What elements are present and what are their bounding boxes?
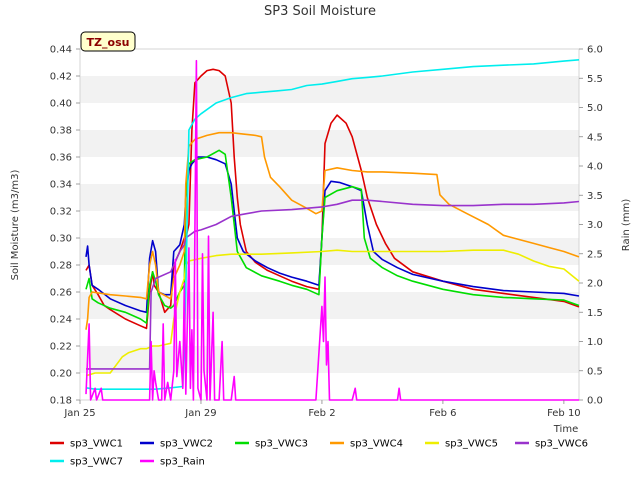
y2-tick-label: 6.0	[587, 45, 603, 56]
site-badge-label: TZ_osu	[87, 36, 130, 49]
series-line-sp3_VWC6	[86, 199, 580, 370]
legend-label-sp3_VWC3: sp3_VWC3	[255, 439, 308, 450]
legend-label-sp3_VWC7: sp3_VWC7	[70, 457, 123, 468]
y-axis-label: Soil Moisture (m3/m3)	[10, 170, 21, 281]
y2-tick-label: 5.0	[587, 103, 603, 114]
y2-tick-label: 3.5	[587, 191, 603, 202]
y2-tick-label: 2.0	[587, 279, 603, 290]
x-tick-label: Feb 10	[547, 408, 581, 419]
background-band	[80, 76, 579, 103]
y2-tick-label: 4.0	[587, 162, 603, 173]
series-line-sp3_VWC2	[85, 156, 580, 314]
legend-label-sp3_VWC2: sp3_VWC2	[160, 439, 213, 450]
y-tick-label: 0.40	[50, 99, 72, 110]
background-band	[80, 292, 579, 319]
y-tick-label: 0.44	[50, 45, 72, 56]
y-tick-label: 0.24	[50, 315, 72, 326]
x-tick-label: Jan 29	[184, 408, 216, 419]
legend-label-sp3_VWC6: sp3_VWC6	[535, 439, 588, 450]
y-tick-label: 0.30	[50, 234, 72, 245]
axes-layer: 0.18 0.20 0.22 0.24 0.26 0.28 0.30 0.32 0.34 0.36…	[50, 45, 603, 420]
y-tick-label: 0.38	[50, 126, 72, 137]
y2-tick-label: 4.5	[587, 132, 603, 143]
y-tick-label: 0.22	[50, 342, 72, 353]
chart-title: SP3 Soil Moisture	[264, 4, 376, 19]
series-line-sp3_VWC3	[85, 149, 580, 324]
x-axis-label: Time	[553, 424, 578, 435]
background-band	[80, 184, 579, 211]
y-tick-label: 0.34	[50, 180, 72, 191]
y-tick-label: 0.32	[50, 207, 72, 218]
y2-tick-label: 0.5	[587, 366, 603, 377]
y-tick-label: 0.36	[50, 153, 72, 164]
series-line-sp3_Rain	[85, 59, 579, 401]
x-tick-label: Jan 25	[63, 408, 95, 419]
y2-tick-label: 2.5	[587, 249, 603, 260]
x-tick-label: Feb 6	[429, 408, 456, 419]
y2-tick-label: 3.0	[587, 220, 603, 231]
legend-label-sp3_Rain: sp3_Rain	[160, 457, 205, 468]
series-line-sp3_VWC4	[85, 131, 580, 330]
plot-background-bands	[80, 76, 579, 373]
legend-label-sp3_VWC4: sp3_VWC4	[350, 439, 403, 450]
site-badge: TZ_osu	[80, 31, 136, 52]
y-tick-label: 0.42	[50, 72, 72, 83]
x-tick-label: Feb 2	[308, 408, 335, 419]
series-layer	[85, 59, 580, 401]
y-tick-label: 0.26	[50, 288, 72, 299]
legend: sp3_VWC1 sp3_VWC2 sp3_VWC3 sp3_VWC4 sp3_VWC5…	[50, 439, 588, 468]
legend-label-sp3_VWC1: sp3_VWC1	[70, 439, 123, 450]
y2-tick-label: 1.0	[587, 337, 603, 348]
y-tick-label: 0.20	[50, 369, 72, 380]
background-band	[80, 130, 579, 157]
y-tick-label: 0.18	[50, 396, 72, 407]
series-line-sp3_VWC7	[85, 59, 580, 390]
y-tick-label: 0.28	[50, 261, 72, 272]
y2-tick-label: 0.0	[587, 396, 603, 407]
legend-label-sp3_VWC5: sp3_VWC5	[445, 439, 498, 450]
y2-tick-label: 5.5	[587, 74, 603, 85]
y2-axis-label: Rain (mm)	[621, 199, 632, 252]
y2-tick-label: 1.5	[587, 308, 603, 319]
